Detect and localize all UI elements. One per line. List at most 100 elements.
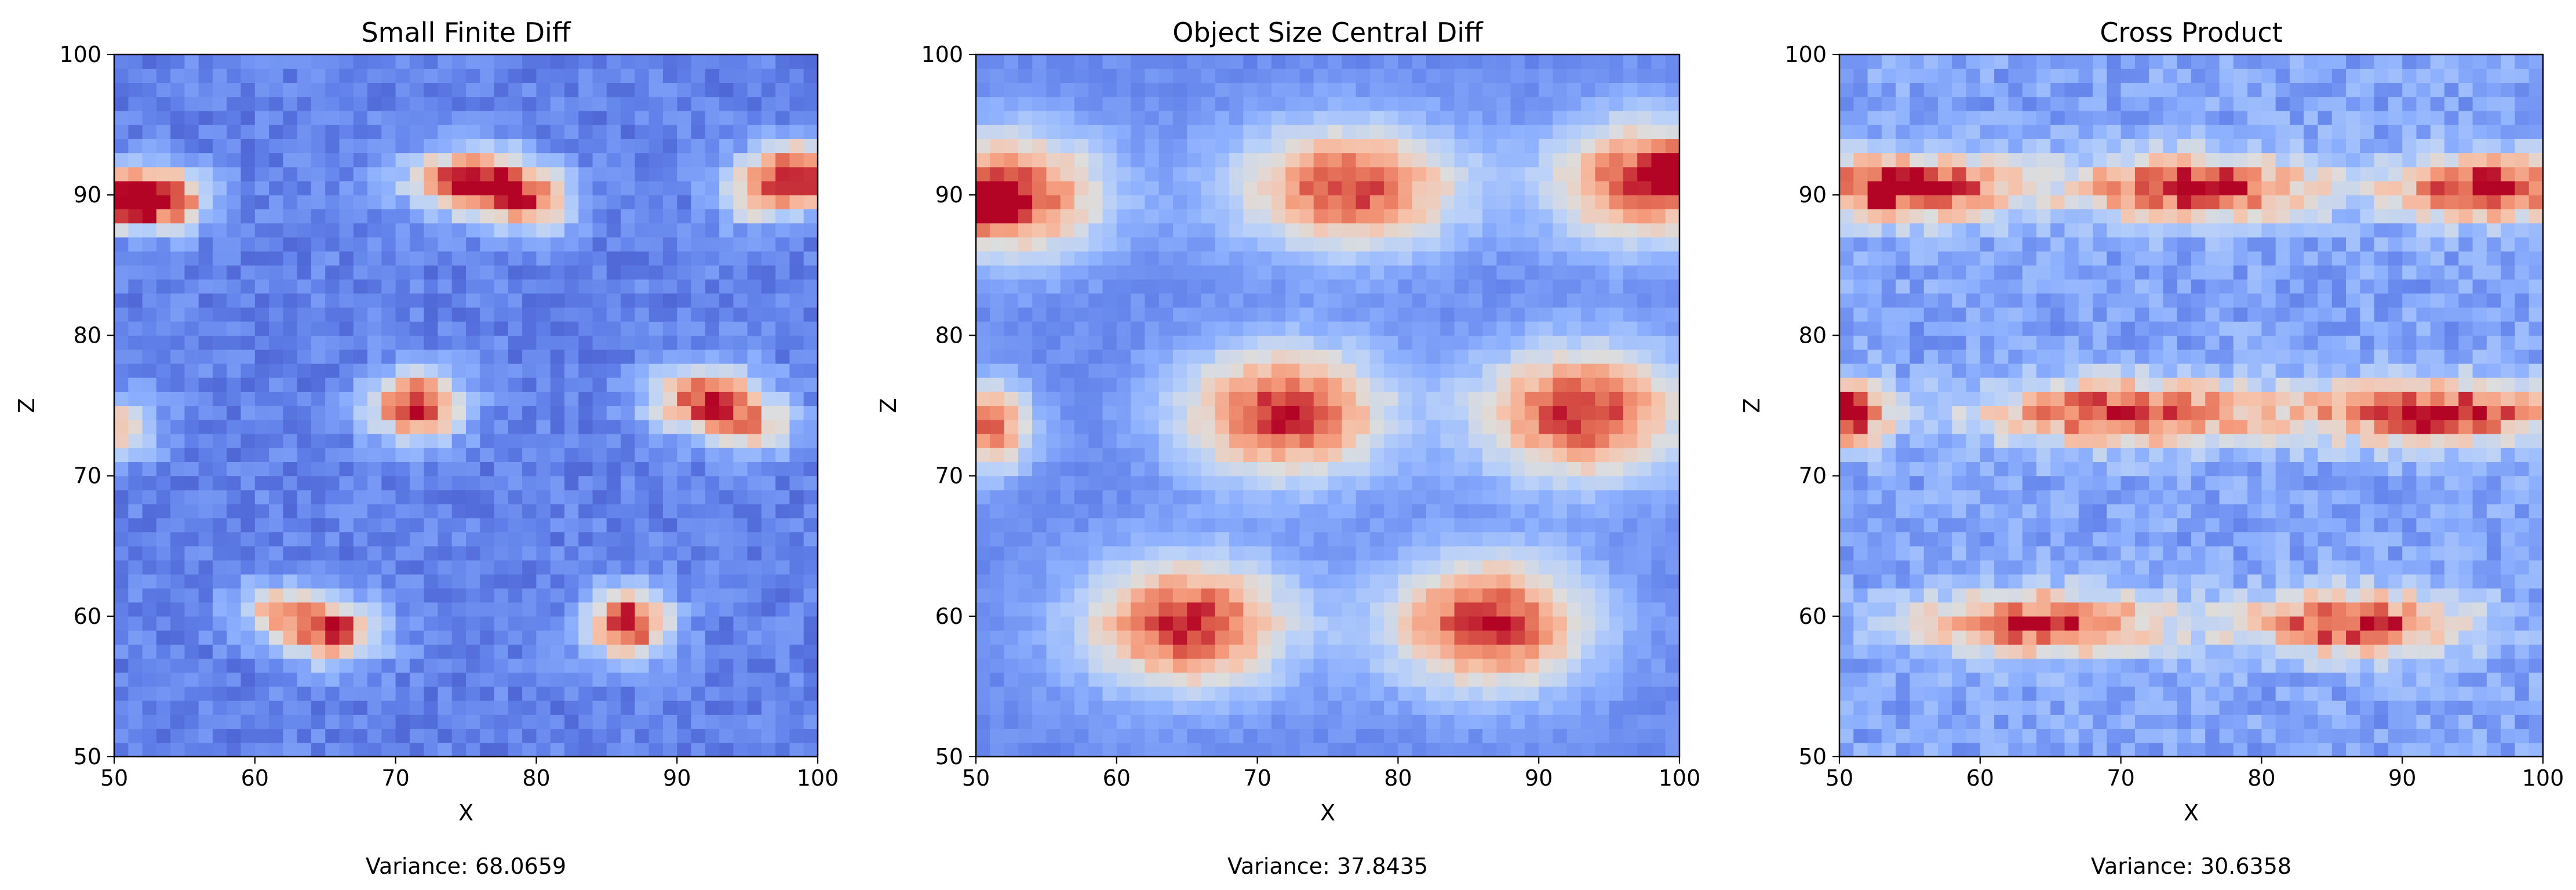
heatmap-cell	[1510, 714, 1525, 729]
heatmap-cell	[409, 546, 424, 561]
heatmap-cell	[381, 152, 396, 168]
heatmap-cell	[1328, 448, 1342, 462]
heatmap-cell	[1496, 391, 1511, 406]
heatmap-cell	[1384, 166, 1398, 181]
heatmap-cell	[1342, 68, 1357, 83]
heatmap-cell	[1299, 377, 1314, 392]
heatmap-cell	[1369, 714, 1384, 729]
heatmap-cell	[1285, 237, 1300, 252]
heatmap-cell	[1369, 335, 1384, 350]
heatmap-cell	[1088, 209, 1103, 224]
heatmap-cell	[578, 223, 593, 238]
heatmap-cell	[1032, 335, 1047, 350]
heatmap-cell	[1412, 518, 1427, 533]
heatmap-cell	[1299, 616, 1314, 631]
heatmap-cell	[1285, 55, 1300, 69]
heatmap-cell	[705, 742, 720, 757]
heatmap-cell	[325, 391, 340, 406]
heatmap-cell	[227, 195, 242, 210]
heatmap-cell	[212, 335, 227, 350]
heatmap-cell	[1243, 195, 1258, 210]
heatmap-cell	[1299, 391, 1314, 406]
heatmap-cell	[536, 321, 551, 336]
heatmap-cell	[1116, 377, 1131, 392]
heatmap-cell	[1158, 96, 1174, 111]
heatmap-cell	[395, 728, 410, 743]
heatmap-cell	[662, 251, 677, 266]
heatmap-cell	[283, 714, 298, 729]
heatmap-cell	[508, 588, 523, 603]
heatmap-cell	[1018, 574, 1033, 589]
heatmap-cell	[1018, 377, 1033, 392]
heatmap-cell	[550, 279, 565, 294]
heatmap-cell	[367, 391, 382, 406]
heatmap-cell	[198, 293, 213, 308]
heatmap-cell	[1384, 489, 1398, 504]
heatmap-cell	[1328, 321, 1342, 336]
heatmap-cell	[451, 335, 467, 350]
heatmap-cell	[297, 139, 312, 154]
heatmap-cell	[1004, 546, 1019, 561]
heatmap-cell	[424, 180, 439, 195]
heatmap-cell	[1566, 321, 1582, 336]
heatmap-cell	[451, 349, 467, 364]
heatmap-cell	[1496, 251, 1511, 266]
heatmap-cell	[976, 237, 990, 252]
heatmap-cell	[128, 546, 143, 561]
heatmap-cell	[1271, 363, 1286, 378]
heatmap-cell	[1060, 223, 1075, 238]
heatmap-cell	[761, 686, 776, 701]
heatmap-cell	[1412, 195, 1427, 210]
heatmap-cell	[1426, 546, 1441, 561]
heatmap-cell	[789, 658, 804, 673]
heatmap-cell	[1342, 195, 1357, 210]
heatmap-cell	[1060, 644, 1075, 659]
heatmap-cell	[1131, 166, 1145, 181]
heatmap-cell	[1581, 560, 1595, 575]
heatmap-cell	[719, 125, 734, 139]
heatmap-cell	[522, 419, 537, 434]
heatmap-cell	[353, 110, 368, 125]
heatmap-cell	[1553, 265, 1568, 280]
heatmap-cell	[1440, 475, 1455, 491]
heatmap-cell	[1243, 504, 1258, 518]
heatmap-cell	[1004, 602, 1019, 617]
heatmap-cell	[662, 546, 677, 561]
heatmap-cell	[592, 96, 607, 111]
heatmap-cell	[1328, 588, 1342, 603]
heatmap-cell	[227, 265, 242, 280]
heatmap-cell	[691, 475, 706, 491]
heatmap-cell	[733, 55, 748, 69]
heatmap-cell	[976, 546, 990, 561]
heatmap-cell	[1060, 475, 1075, 491]
heatmap-cell	[339, 166, 354, 181]
heatmap-cell	[227, 475, 242, 491]
heatmap-cell	[522, 574, 537, 589]
heatmap-cell	[1328, 560, 1342, 575]
heatmap-cell	[1398, 532, 1413, 547]
heatmap-cell	[761, 714, 776, 729]
heatmap-cell	[1158, 644, 1174, 659]
heatmap-cell	[775, 180, 790, 195]
heatmap-cell	[1342, 363, 1357, 378]
heatmap-cell	[170, 82, 185, 97]
heatmap-cell	[1088, 728, 1103, 743]
heatmap-cell	[621, 433, 635, 448]
heatmap-cell	[1609, 475, 1624, 491]
heatmap-cell	[451, 251, 467, 266]
heatmap-cell	[1623, 630, 1638, 645]
heatmap-cell	[592, 728, 607, 743]
heatmap-cell	[592, 68, 607, 83]
heatmap-cell	[1369, 68, 1384, 83]
heatmap-cell	[1581, 55, 1595, 69]
heatmap-cell	[1468, 349, 1483, 364]
heatmap-cell	[241, 728, 256, 743]
heatmap-cell	[1651, 448, 1666, 462]
heatmap-cell	[438, 532, 453, 547]
heatmap-cell	[691, 574, 706, 589]
heatmap-cell	[198, 742, 213, 757]
heatmap-cell	[1145, 616, 1160, 631]
heatmap-cell	[114, 489, 129, 504]
heatmap-cell	[550, 82, 565, 97]
heatmap-cell	[508, 293, 523, 308]
